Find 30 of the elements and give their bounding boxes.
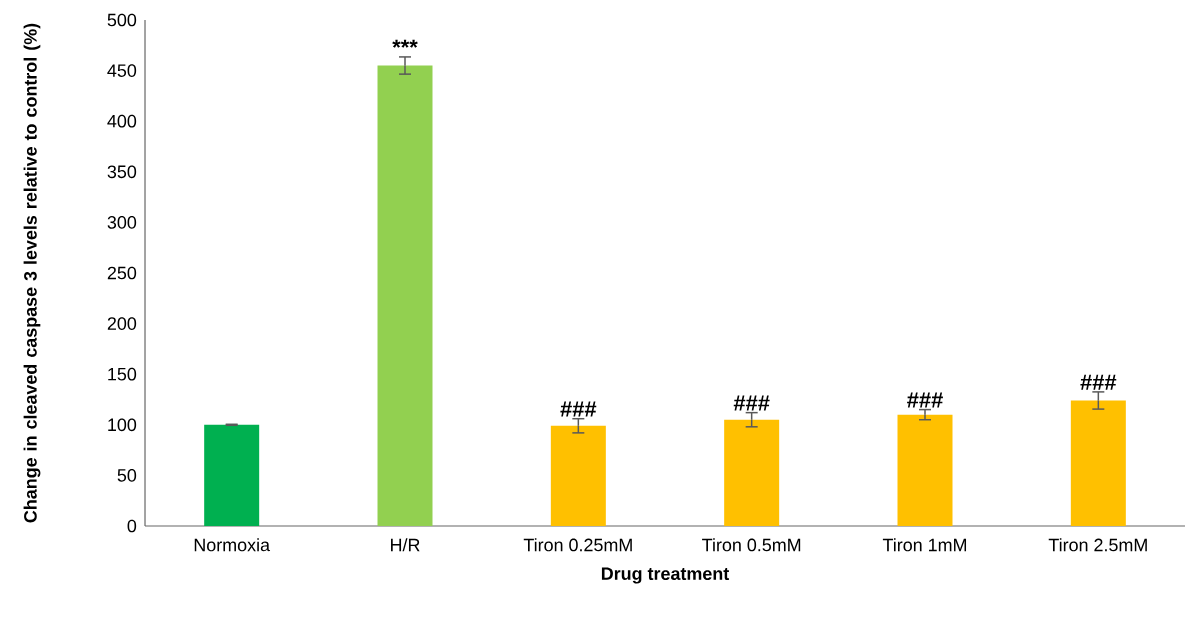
y-tick-label: 0: [127, 519, 137, 533]
x-tick-label: Tiron 1mM: [882, 538, 967, 552]
bar: [204, 424, 260, 526]
y-tick-label: 400: [107, 114, 137, 128]
bar: [1070, 400, 1126, 526]
x-tick-label: Tiron 0.25mM: [523, 538, 632, 552]
y-tick-label: 100: [108, 418, 137, 432]
annotation: ###: [560, 401, 597, 417]
y-tick-label: 350: [107, 165, 137, 179]
x-tick-label: Tiron 2.5mM: [1048, 538, 1147, 552]
bar: [550, 425, 606, 526]
annotation: ###: [907, 392, 943, 408]
annotation: ###: [733, 395, 770, 411]
y-tick-label: 450: [107, 64, 137, 77]
annotation: ###: [1080, 374, 1117, 390]
bar: [724, 419, 780, 526]
y-tick-label: 50: [117, 469, 137, 482]
x-axis-title: Drug treatment: [601, 567, 730, 584]
y-axis-title: Change in cleaved caspase 3 levels relative to control (%): [23, 23, 41, 523]
bar: [897, 414, 953, 526]
x-tick-label: Normoxia: [194, 538, 271, 552]
y-tick-label: 250: [107, 266, 137, 280]
y-tick-label: 300: [107, 216, 137, 229]
x-tick-label: Tiron 0.5mM: [702, 538, 801, 552]
x-tick-label: H/R: [391, 538, 420, 552]
y-tick-label: 500: [107, 13, 137, 27]
bar: [377, 65, 433, 526]
y-tick-label: 150: [108, 367, 137, 381]
annotation: ***: [392, 39, 418, 48]
y-tick-label: 200: [107, 317, 137, 330]
